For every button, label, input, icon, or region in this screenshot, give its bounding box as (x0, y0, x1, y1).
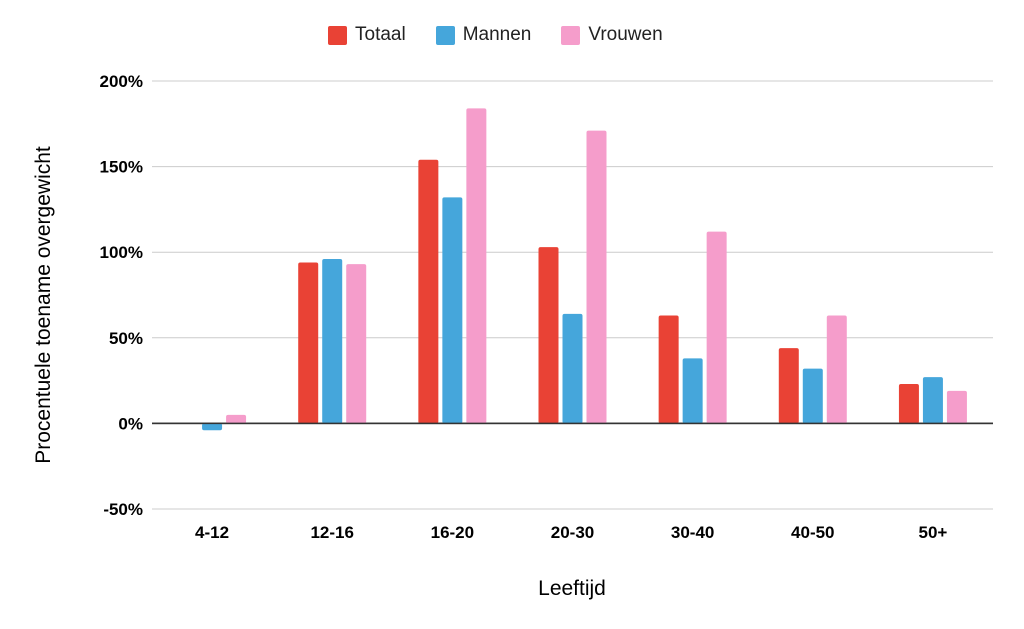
bar-vrouwen-50+ (946, 390, 967, 424)
bar-vrouwen-20-30 (586, 130, 607, 424)
bar-vrouwen-12-16 (346, 264, 367, 424)
gridlines (152, 80, 993, 510)
bar-totaal-16-20 (418, 159, 439, 424)
bar-totaal-30-40 (658, 315, 679, 424)
bar-mannen-16-20 (442, 197, 463, 424)
bar-mannen-40-50 (802, 368, 823, 424)
legend-item-vrouwen: Vrouwen (561, 24, 663, 46)
y-tick-label: 50% (109, 329, 143, 348)
x-tick-label: 20-30 (551, 523, 594, 542)
x-axis-title: Leeftijd (538, 577, 606, 600)
bar-mannen-30-40 (682, 358, 703, 424)
x-tick-label: 50+ (919, 523, 948, 542)
y-tick-labels: -50% 0% 50% 100% 150% 200% (100, 72, 143, 519)
bar-mannen-12-16 (322, 259, 343, 424)
x-tick-label: 12-16 (310, 523, 353, 542)
y-tick-label: 200% (100, 72, 143, 91)
bar-mannen-4-12 (202, 423, 223, 431)
bar-vrouwen-30-40 (706, 231, 727, 424)
legend-swatch-mannen (435, 25, 455, 45)
bar-totaal-12-16 (298, 262, 319, 424)
bar-totaal-50+ (898, 384, 919, 424)
legend-swatch-vrouwen (561, 25, 581, 45)
legend-item-totaal: Totaal (328, 24, 406, 46)
bars (152, 108, 993, 431)
x-tick-label: 4-12 (195, 523, 229, 542)
y-tick-label: -50% (103, 500, 143, 519)
bar-mannen-50+ (922, 377, 943, 424)
y-axis-title: Procentuele toename overgewicht (32, 146, 55, 464)
y-tick-label: 100% (100, 243, 143, 262)
legend-swatch-totaal (328, 25, 347, 45)
legend-item-mannen: Mannen (435, 24, 532, 46)
bar-vrouwen-40-50 (826, 315, 847, 424)
x-tick-label: 40-50 (791, 523, 834, 542)
bar-vrouwen-16-20 (466, 108, 487, 424)
legend: Totaal Mannen Vrouwen (328, 24, 693, 46)
y-tick-label: 0% (118, 414, 143, 433)
x-tick-label: 16-20 (431, 523, 474, 542)
x-tick-labels: 4-12 12-16 16-20 20-30 30-40 40-50 50+ (195, 523, 947, 542)
legend-label-mannen: Mannen (462, 24, 532, 45)
legend-label-totaal: Totaal (355, 24, 406, 45)
bar-totaal-20-30 (538, 247, 559, 424)
y-tick-label: 150% (100, 158, 143, 177)
bar-vrouwen-4-12 (226, 414, 247, 424)
bar-totaal-40-50 (778, 348, 799, 424)
bar-mannen-20-30 (562, 313, 583, 424)
x-tick-label: 30-40 (671, 523, 714, 542)
legend-label-vrouwen: Vrouwen (588, 24, 663, 45)
